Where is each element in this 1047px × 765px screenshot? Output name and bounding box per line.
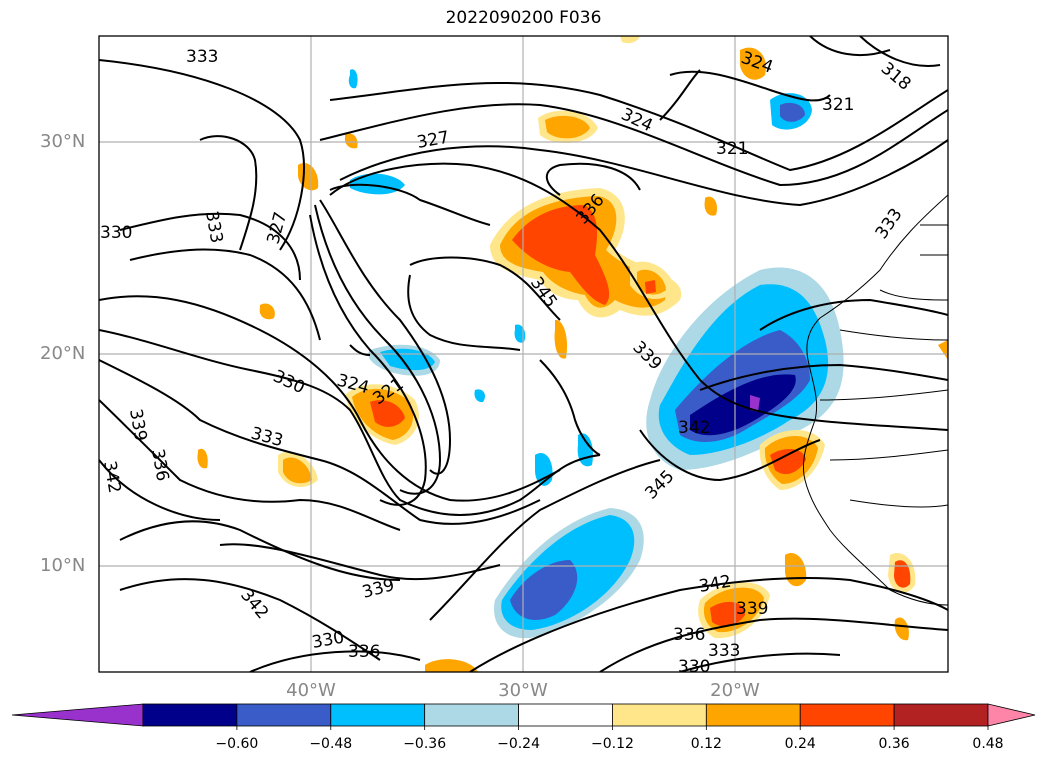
contour-label: 333	[708, 641, 740, 661]
colorbar	[11, 703, 1036, 730]
map-title: 2022090200 F036	[445, 8, 602, 28]
colorbar-tick-label: −0.36	[403, 736, 447, 752]
lon-label-30w: 30°W	[498, 680, 548, 701]
contour-label: 336	[673, 625, 705, 645]
lat-label-10n: 10°N	[40, 555, 86, 576]
contour-label: 330	[678, 657, 710, 677]
contour-lines	[99, 36, 948, 672]
colorbar-tick-label: 0.36	[878, 736, 910, 752]
colorbar-swatch	[612, 703, 707, 727]
colorbar-swatch	[799, 703, 895, 727]
lat-label-20n: 20°N	[40, 343, 86, 364]
colorbar-extend-min	[11, 703, 144, 727]
colorbar-swatch	[705, 703, 801, 727]
colorbar-swatch	[424, 703, 519, 727]
colorbar-tick-label: 0.12	[690, 736, 722, 752]
lat-label-30n: 30°N	[40, 131, 86, 152]
contour-label: 321	[716, 139, 748, 159]
colorbar-swatch	[893, 703, 989, 727]
colorbar-tick-label: −0.24	[497, 736, 540, 752]
colorbar-tick-label: 0.48	[972, 736, 1004, 752]
contour-label: 342	[678, 418, 710, 438]
colorbar-swatch	[518, 703, 613, 727]
contour-label: 330	[100, 223, 132, 243]
colorbar-tick-label: 0.24	[784, 736, 816, 752]
coastline	[802, 194, 948, 606]
lon-label-40w: 40°W	[286, 680, 336, 701]
colorbar-swatch	[236, 703, 332, 727]
colorbar-tick-label: −0.60	[215, 736, 259, 752]
contour-label: 333	[186, 47, 218, 67]
lon-label-20w: 20°W	[710, 680, 760, 701]
colorbar-tick-label: −0.48	[309, 736, 353, 752]
colorbar-extend-max	[987, 703, 1036, 727]
contour-label: 321	[822, 95, 854, 115]
colorbar-tick-label: −0.12	[590, 736, 634, 752]
colorbar-swatch	[142, 703, 238, 727]
contour-label: 339	[736, 599, 768, 619]
colorbar-swatch	[330, 703, 426, 727]
map-frame	[98, 35, 949, 673]
contour-label: 336	[348, 642, 380, 662]
